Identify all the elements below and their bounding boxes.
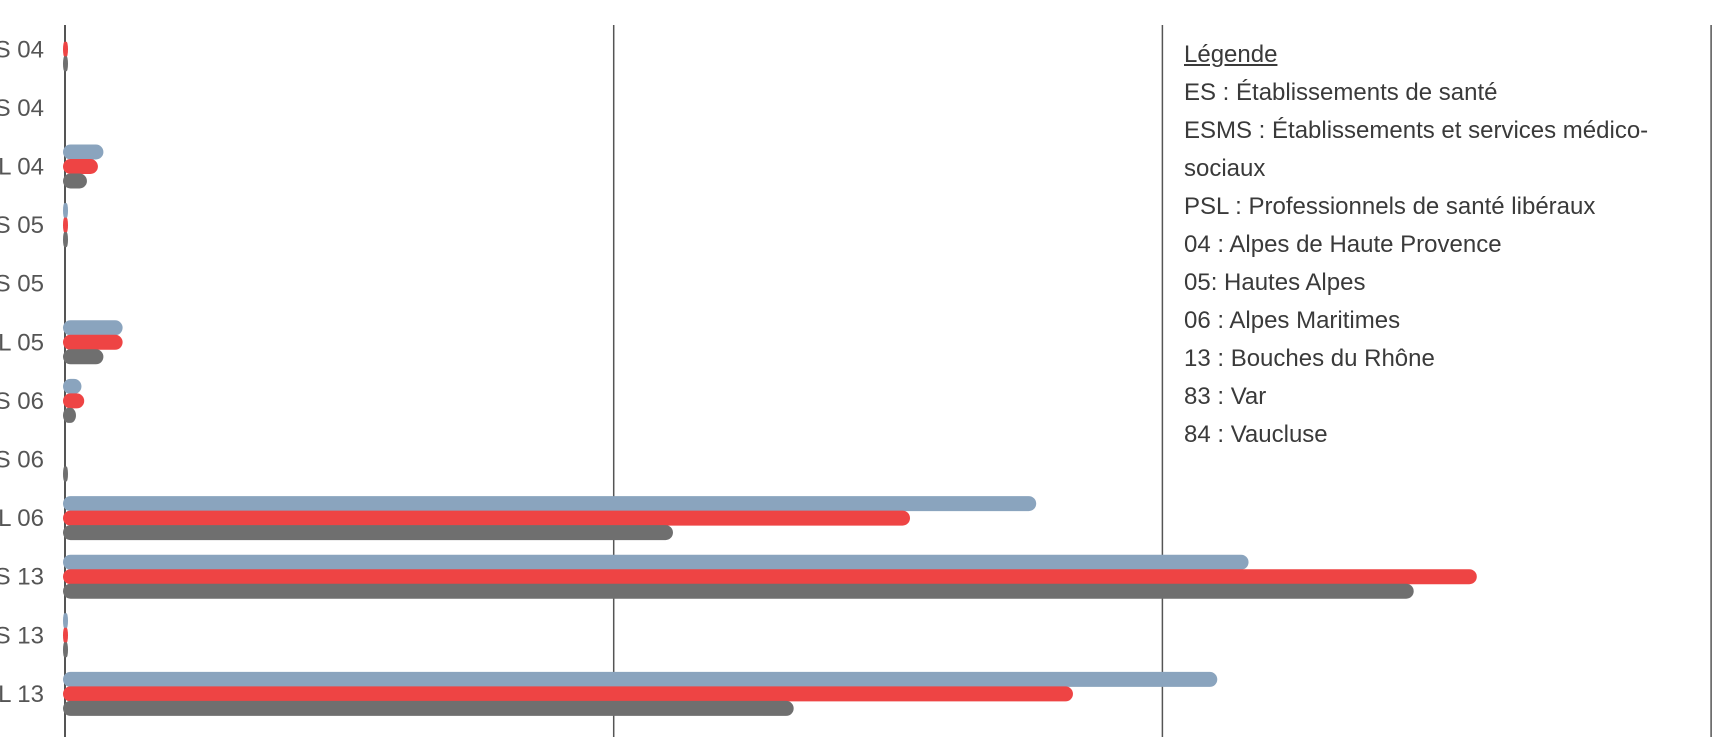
category-label: ESMS 04: [0, 95, 44, 122]
category-label: ESMS 05: [0, 271, 44, 298]
category-label: PSL 06: [0, 505, 44, 532]
bar: [63, 232, 68, 248]
bar: [63, 393, 85, 409]
legend-entry-psl: PSL : Professionnels de santé libéraux: [1184, 193, 1596, 220]
legend-entry-13: 13 : Bouches du Rhône: [1184, 345, 1435, 372]
bar: [63, 642, 68, 658]
bar: [63, 510, 910, 526]
bar: [63, 41, 68, 57]
bar: [63, 203, 68, 219]
bar: [63, 217, 68, 233]
category-labels: ES 04 ESMS 04 PSL 04 ES 05 ESMS 05 PSL 05 ES 0…: [0, 36, 44, 708]
category-label: PSL 05: [0, 329, 44, 356]
legend-title: Légende: [1184, 41, 1278, 68]
bar: [63, 56, 68, 72]
category-label: ES 05: [0, 212, 44, 239]
category-label: ESMS 13: [0, 622, 44, 649]
bar: [63, 496, 1037, 512]
category-label: ESMS 06: [0, 447, 44, 474]
legend-entry-83: 83 : Var: [1184, 383, 1267, 410]
bar: [63, 554, 1249, 570]
category-label: ES 06: [0, 388, 44, 415]
bar: [63, 671, 1218, 687]
bar: [63, 407, 76, 423]
legend-entry-es: ES : Établissements de santé: [1184, 79, 1498, 106]
legend-entry-04: 04 : Alpes de Haute Provence: [1184, 231, 1502, 258]
legend-entry-84: 84 : Vaucluse: [1184, 421, 1328, 448]
legend: Légende ES : Établissements de santé ESM…: [1184, 36, 1704, 454]
bar: [63, 173, 87, 189]
bar: [63, 378, 82, 394]
bar: [63, 466, 68, 482]
bar: [63, 144, 104, 160]
legend-entry-05: 05: Hautes Alpes: [1184, 269, 1366, 296]
legend-entry-06: 06 : Alpes Maritimes: [1184, 307, 1401, 334]
bar: [63, 700, 794, 716]
category-label: ES 13: [0, 564, 44, 591]
bars: [63, 41, 1477, 716]
bar: [63, 583, 1414, 599]
bar: [63, 569, 1477, 585]
category-label: PSL 04: [0, 154, 44, 181]
bar: [63, 613, 68, 629]
bar: [63, 159, 98, 174]
bar: [63, 525, 673, 541]
legend-entry-esms: ESMS : Établissements et services médico…: [1184, 117, 1649, 182]
bar: [63, 334, 123, 350]
bar: [63, 349, 104, 365]
bar: [63, 627, 68, 643]
category-label: PSL 13: [0, 681, 44, 708]
category-label: ES 04: [0, 36, 44, 63]
bar: [63, 686, 1073, 702]
bar: [63, 320, 123, 336]
